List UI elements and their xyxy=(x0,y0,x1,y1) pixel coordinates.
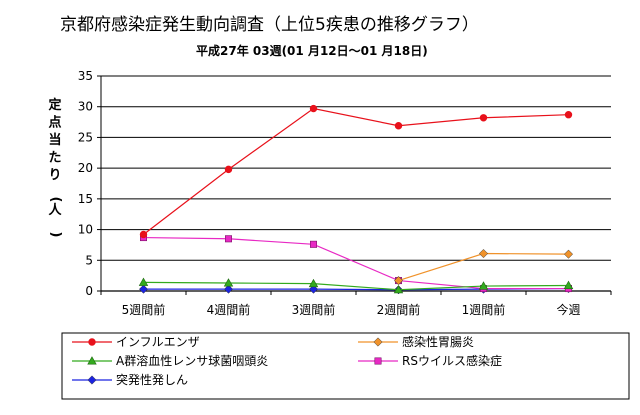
legend-item: 突発性発しん xyxy=(72,372,188,387)
data-point xyxy=(309,104,318,113)
legend-label: インフルエンザ xyxy=(116,335,200,349)
legend-box xyxy=(61,332,630,400)
x-tick-label: 4週間前 xyxy=(207,302,251,317)
legend-label: 感染性胃腸炎 xyxy=(402,334,474,349)
series-line xyxy=(143,236,569,290)
series-line xyxy=(143,281,569,291)
legend: インフルエンザ 感染性胃腸炎 A群溶血性レンサ球菌咽頭炎 RSウイルス感染症突発性発し… xyxy=(61,332,630,400)
data-point xyxy=(139,230,148,239)
data-point xyxy=(138,284,149,294)
x-tick-label: 今週 xyxy=(556,302,580,317)
legend-item: RSウイルス感染症 xyxy=(358,353,502,368)
data-point xyxy=(224,165,233,174)
legend-marker xyxy=(374,357,382,365)
legend-label: 突発性発しん xyxy=(116,372,188,387)
y-tick-label: 20 xyxy=(78,161,93,175)
gridlines xyxy=(97,75,611,292)
data-point xyxy=(223,278,234,287)
x-tick-labels: 5週間前 4週間前 3週間前 2週間前 1週間前 今週 xyxy=(122,302,581,317)
y-tick-label: 0 xyxy=(85,284,93,298)
data-point xyxy=(309,240,317,248)
data-point xyxy=(564,111,573,119)
data-point xyxy=(223,284,234,294)
y-axis-label: 定点当たり(人) xyxy=(47,97,63,237)
legend-label: RSウイルス感染症 xyxy=(402,353,502,368)
y-tick-label: 5 xyxy=(85,253,93,267)
legend-marker xyxy=(87,356,97,365)
legend-marker xyxy=(373,337,383,347)
data-point xyxy=(478,248,489,259)
data-point xyxy=(478,281,489,290)
x-tick-label: 2週間前 xyxy=(377,302,421,317)
series-diamond xyxy=(393,248,574,286)
legend-marker xyxy=(87,375,97,385)
data-point xyxy=(393,284,404,294)
y-tick-labels: 0 5 10 15 20 25 30 35 xyxy=(78,69,93,298)
data-point xyxy=(138,277,149,286)
x-tick-label: 1週間前 xyxy=(462,302,506,317)
data-point xyxy=(563,280,574,289)
data-point xyxy=(393,276,404,286)
series-circle xyxy=(139,104,573,239)
y-tick-label: 35 xyxy=(78,69,93,83)
data-point xyxy=(479,114,488,122)
legend-item: インフルエンザ xyxy=(72,335,200,349)
y-tick-label: 25 xyxy=(78,130,93,144)
legend-marker xyxy=(88,338,96,346)
legend-label: A群溶血性レンサ球菌咽頭炎 xyxy=(116,353,268,368)
series-triangle xyxy=(138,277,574,294)
data-point xyxy=(225,235,233,243)
legend-item: 感染性胃腸炎 xyxy=(358,334,474,349)
y-tick-label: 10 xyxy=(78,223,93,237)
x-tick-label: 5週間前 xyxy=(122,302,166,317)
legend-item: A群溶血性レンサ球菌咽頭炎 xyxy=(72,353,268,368)
y-tick-label: 15 xyxy=(78,192,93,206)
x-tick-label: 3週間前 xyxy=(292,302,336,317)
y-tick-label: 30 xyxy=(78,100,93,114)
axes xyxy=(100,76,612,295)
data-point xyxy=(394,122,403,130)
series-line xyxy=(143,107,569,235)
data-point xyxy=(308,278,319,288)
data-point xyxy=(563,249,574,259)
series-group xyxy=(138,104,574,295)
chart-subtitle: 平成27年 03週(01 月12日〜01 月18日) xyxy=(196,43,428,58)
chart-title: 京都府感染症発生動向調査（上位5疾患の推移グラフ） xyxy=(60,15,479,35)
